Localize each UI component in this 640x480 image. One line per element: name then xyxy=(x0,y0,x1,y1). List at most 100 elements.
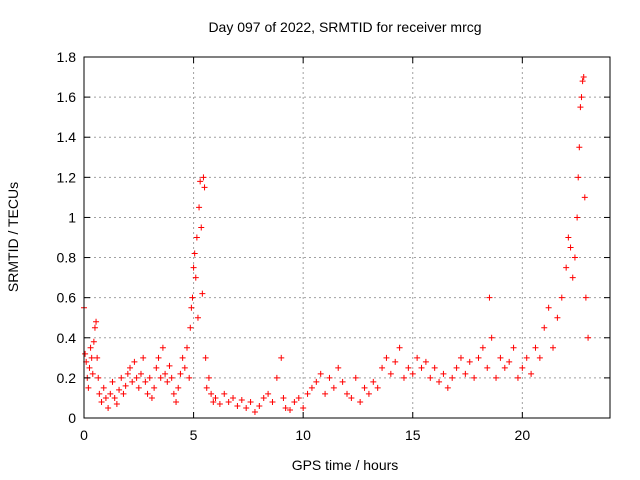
data-point xyxy=(133,374,140,381)
data-point xyxy=(198,224,205,231)
data-point xyxy=(164,378,171,385)
data-point xyxy=(541,324,548,331)
data-point xyxy=(162,370,169,377)
data-point xyxy=(506,358,513,365)
data-point xyxy=(575,174,582,181)
data-point xyxy=(554,314,561,321)
data-point xyxy=(379,364,386,371)
data-points xyxy=(81,74,592,415)
data-point xyxy=(90,338,97,345)
data-point xyxy=(322,390,329,397)
data-point xyxy=(166,362,173,369)
data-point xyxy=(449,374,456,381)
data-point xyxy=(574,214,581,221)
y-tick-label: 1.8 xyxy=(57,49,77,65)
data-point xyxy=(230,394,237,401)
data-point xyxy=(457,354,464,361)
x-tick-label: 20 xyxy=(515,427,531,443)
data-point xyxy=(335,364,342,371)
data-point xyxy=(265,390,272,397)
data-point xyxy=(291,398,298,405)
data-point xyxy=(278,354,285,361)
data-point xyxy=(475,354,482,361)
data-point xyxy=(173,398,180,405)
data-point xyxy=(479,344,486,351)
data-point xyxy=(205,374,212,381)
data-point xyxy=(188,304,195,311)
data-point xyxy=(576,144,583,151)
data-point xyxy=(269,398,276,405)
data-point xyxy=(238,396,245,403)
data-point xyxy=(96,390,103,397)
data-point xyxy=(148,394,155,401)
data-point xyxy=(370,378,377,385)
y-tick-label: 0 xyxy=(68,410,76,426)
data-point xyxy=(94,354,101,361)
data-point xyxy=(142,378,149,385)
data-point xyxy=(427,374,434,381)
x-tick-label: 15 xyxy=(405,427,421,443)
data-point xyxy=(212,394,219,401)
data-point xyxy=(330,384,337,391)
plot-frame xyxy=(83,56,611,419)
data-point xyxy=(144,390,151,397)
data-point xyxy=(400,374,407,381)
data-point xyxy=(221,390,228,397)
data-point xyxy=(113,400,120,407)
data-point xyxy=(308,384,315,391)
data-point xyxy=(418,364,425,371)
data-point xyxy=(466,358,473,365)
data-point xyxy=(177,370,184,377)
data-point xyxy=(260,394,267,401)
x-tick-label: 5 xyxy=(190,427,198,443)
data-point xyxy=(282,404,289,411)
data-point xyxy=(247,398,254,405)
data-point xyxy=(191,250,198,257)
data-point xyxy=(422,358,429,365)
data-point xyxy=(313,378,320,385)
data-point xyxy=(93,318,100,325)
x-axis-label: GPS time / hours xyxy=(292,457,399,473)
data-point xyxy=(300,404,307,411)
data-point xyxy=(129,378,136,385)
data-point xyxy=(168,374,175,381)
data-point xyxy=(203,384,210,391)
y-tick-label: 1.2 xyxy=(57,169,77,185)
data-point xyxy=(88,354,95,361)
data-point xyxy=(95,374,102,381)
data-point xyxy=(550,344,557,351)
data-point xyxy=(374,384,381,391)
data-point xyxy=(581,194,588,201)
data-point xyxy=(493,374,500,381)
data-point xyxy=(528,370,535,377)
data-point xyxy=(170,390,177,397)
data-point xyxy=(567,244,574,251)
data-point xyxy=(414,354,421,361)
data-point xyxy=(116,386,123,393)
data-point xyxy=(155,354,162,361)
data-point xyxy=(273,374,280,381)
data-point xyxy=(578,94,585,101)
data-point xyxy=(453,364,460,371)
chart-title: Day 097 of 2022, SRMTID for receiver mrc… xyxy=(208,19,481,35)
data-point xyxy=(396,344,403,351)
data-point xyxy=(579,78,586,85)
data-point xyxy=(357,398,364,405)
data-point xyxy=(365,390,372,397)
data-point xyxy=(585,334,592,341)
data-point xyxy=(89,370,96,377)
data-point xyxy=(563,264,570,271)
data-point xyxy=(471,374,478,381)
data-point xyxy=(91,324,98,331)
data-point xyxy=(193,234,200,241)
data-point xyxy=(287,406,294,413)
data-point xyxy=(118,374,125,381)
data-point xyxy=(124,370,131,377)
data-point xyxy=(532,344,539,351)
data-point xyxy=(295,394,302,401)
data-point xyxy=(431,364,438,371)
data-point xyxy=(151,384,158,391)
data-point xyxy=(510,344,517,351)
data-point xyxy=(189,294,196,301)
